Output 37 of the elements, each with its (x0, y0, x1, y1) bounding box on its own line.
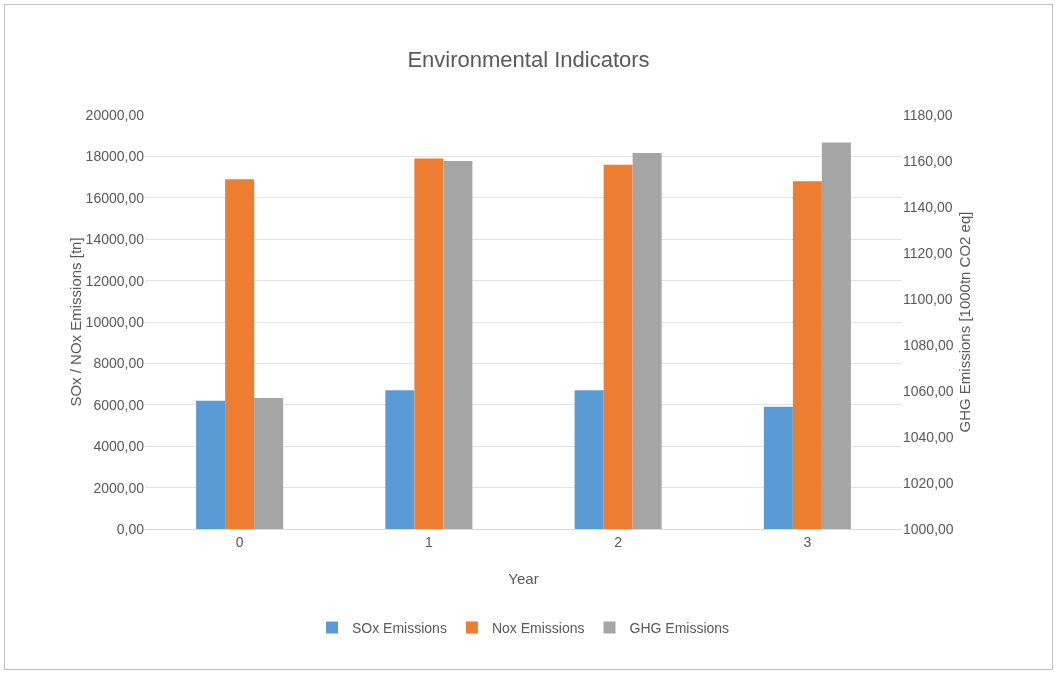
x-tick-label: 3 (803, 533, 812, 550)
y-tick-label: 20000,00 (85, 106, 145, 123)
y2-tick-label: 1020,00 (903, 474, 954, 491)
x-tick-label: 2 (614, 533, 623, 550)
y2-tick-label: 1180,00 (903, 106, 953, 123)
y-axis-title: SOx / NOx Emissions [tn] (66, 237, 84, 407)
x-tick-label: 0 (235, 533, 244, 550)
y2-tick-label: 1060,00 (903, 382, 954, 399)
y2-tick-label: 1080,00 (903, 336, 954, 353)
y-tick-label: 6000,00 (93, 396, 145, 413)
y2-tick-label: 1140,00 (903, 198, 953, 215)
bar (385, 390, 415, 529)
y-tick-label: 14000,00 (85, 231, 145, 248)
y-tick-label: 12000,00 (85, 272, 145, 289)
bar (196, 400, 226, 529)
x-tick-label: 1 (424, 533, 433, 550)
y2-tick-label: 1160,00 (903, 152, 953, 169)
y-tick-label: 2000,00 (93, 479, 145, 496)
chart-title: Environmental Indicators (407, 46, 650, 72)
y-tick-label: 8000,00 (93, 355, 145, 372)
y2-tick-label: 1040,00 (903, 428, 954, 445)
legend-label: SOx Emissions (352, 619, 447, 636)
y-tick-label: 4000,00 (93, 438, 145, 455)
bar (225, 179, 255, 529)
y-tick-label: 0,00 (116, 520, 145, 537)
y2-tick-label: 1000,00 (903, 520, 954, 537)
y-tick-label: 16000,00 (85, 189, 145, 206)
x-axis-title: Year (508, 570, 539, 587)
bar (574, 390, 604, 529)
bar (763, 406, 793, 529)
y-tick-label: 10000,00 (85, 313, 145, 330)
legend-label: GHG Emissions (629, 619, 730, 636)
y2-tick-label: 1100,00 (903, 290, 953, 307)
y2-tick-label: 1120,00 (903, 244, 953, 261)
y-tick-label: 18000,00 (85, 148, 145, 165)
legend-label: Nox Emissions (491, 619, 585, 636)
y2-axis-title: GHG Emissions [1000tn CO2 eq] (955, 211, 973, 433)
